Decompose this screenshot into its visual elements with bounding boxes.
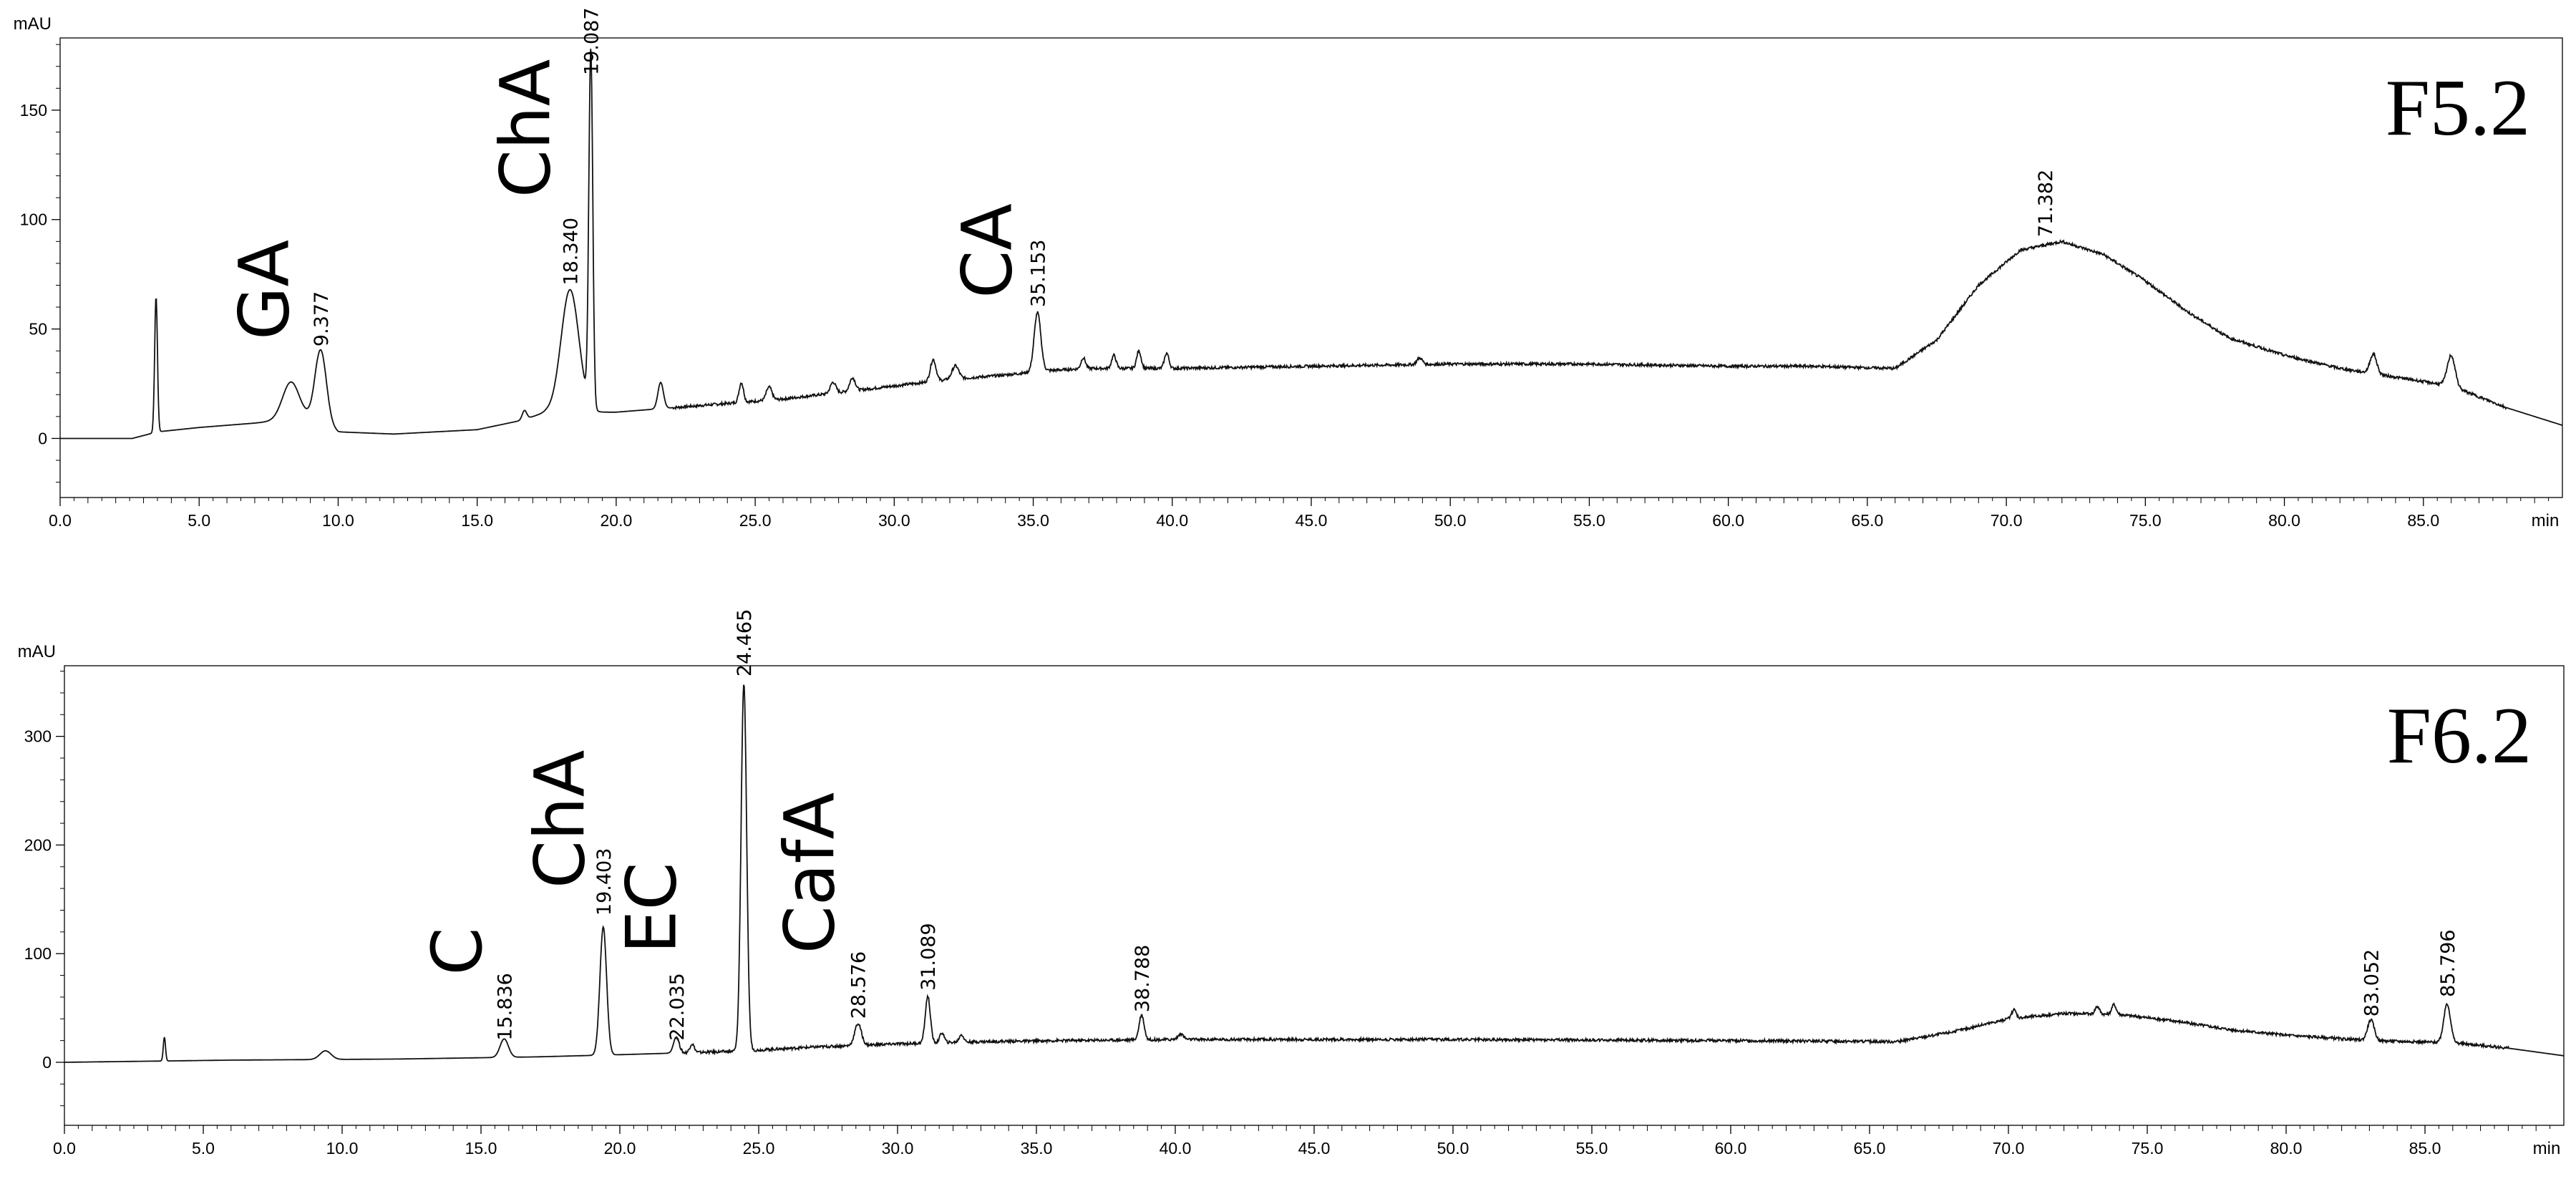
x-tick-label: 40.0 <box>1160 1139 1192 1158</box>
x-tick-label: 35.0 <box>1017 511 1049 530</box>
chromatogram-trace-f6-2 <box>64 684 2565 1063</box>
plot-frame <box>64 665 2565 1126</box>
panel-title: F6.2 <box>2387 692 2532 780</box>
x-tick-label: 65.0 <box>1854 1139 1886 1158</box>
peak-label: 24.465 <box>734 609 756 676</box>
x-tick-label: 30.0 <box>878 511 910 530</box>
x-unit-label: min <box>2532 511 2560 530</box>
x-unit-label: min <box>2533 1139 2561 1158</box>
compound-label: C <box>417 928 497 976</box>
x-tick-label: 15.0 <box>461 511 493 530</box>
x-tick-label: 65.0 <box>1852 511 1884 530</box>
x-tick-label: 0.0 <box>53 1139 76 1158</box>
x-tick-label: 75.0 <box>2132 1139 2164 1158</box>
x-tick-label: 80.0 <box>2268 511 2300 530</box>
x-tick-label: 55.0 <box>1573 511 1605 530</box>
y-tick-label: 150 <box>20 101 47 120</box>
x-tick-label: 20.0 <box>604 1139 636 1158</box>
x-tick-label: 60.0 <box>1715 1139 1747 1158</box>
y-tick-label: 100 <box>24 944 52 963</box>
x-tick-label: 5.0 <box>192 1139 215 1158</box>
chart-panel-f6-2: 0.0 5.0 10.0 15.0 20.0 25.0 30.0 35.0 40.0 45.0 50… <box>18 609 2565 1158</box>
peak-label: 15.836 <box>494 973 516 1040</box>
y-unit-label: mAU <box>14 14 52 34</box>
y-tick-label: 300 <box>24 727 52 746</box>
peak-label: 71.382 <box>2035 170 2057 237</box>
x-tick-label: 80.0 <box>2270 1139 2303 1158</box>
chart-panel-f5-2: 0.0 5.0 10.0 15.0 20.0 25.0 30.0 35.0 40.0 45.0 50… <box>14 7 2563 530</box>
x-tick-label: 25.0 <box>743 1139 775 1158</box>
plot-frame <box>59 37 2563 498</box>
peak-label: 9.377 <box>311 291 333 346</box>
peak-label: 28.576 <box>848 951 870 1019</box>
x-tick-label: 70.0 <box>1993 1139 2025 1158</box>
peak-label: 83.052 <box>2361 949 2383 1017</box>
x-tick-label: 85.0 <box>2407 511 2439 530</box>
x-tick-label: 70.0 <box>1991 511 2023 530</box>
x-tick-label: 85.0 <box>2409 1139 2441 1158</box>
x-tick-label: 45.0 <box>1298 1139 1331 1158</box>
compound-label: EC <box>612 863 692 954</box>
x-tick-label: 45.0 <box>1296 511 1328 530</box>
x-tick-label: 25.0 <box>739 511 772 530</box>
x-tick-label: 30.0 <box>882 1139 914 1158</box>
y-tick-label: 200 <box>24 835 52 854</box>
x-tick-label: 60.0 <box>1712 511 1744 530</box>
compound-label: CA <box>947 203 1027 299</box>
y-tick-label: 0 <box>42 1053 52 1072</box>
x-tick-label: 50.0 <box>1434 511 1467 530</box>
x-tick-label: 50.0 <box>1437 1139 1469 1158</box>
compound-label: GA <box>225 240 305 340</box>
peak-label: 85.796 <box>2437 929 2459 996</box>
compound-label: ChA <box>486 59 566 198</box>
x-tick-label: 15.0 <box>465 1139 497 1158</box>
peak-label: 38.788 <box>1132 945 1154 1012</box>
y-tick-label: 50 <box>29 320 47 339</box>
peak-label: 19.403 <box>593 848 616 916</box>
y-unit-label: mAU <box>18 642 56 661</box>
x-tick-label: 5.0 <box>188 511 210 530</box>
peak-label: 35.153 <box>1027 240 1049 307</box>
peak-label: 22.035 <box>666 973 689 1040</box>
x-tick-label: 10.0 <box>326 1139 359 1158</box>
x-tick-label: 20.0 <box>601 511 633 530</box>
peak-label: 19.087 <box>580 7 603 74</box>
peak-label: 31.089 <box>918 923 940 990</box>
compound-label: CafA <box>770 792 850 954</box>
y-tick-label: 0 <box>38 429 47 447</box>
x-tick-label: 35.0 <box>1021 1139 1053 1158</box>
panel-title: F5.2 <box>2386 64 2530 152</box>
x-tick-label: 55.0 <box>1576 1139 1608 1158</box>
x-tick-label: 0.0 <box>49 511 72 530</box>
x-tick-label: 75.0 <box>2129 511 2162 530</box>
y-tick-label: 100 <box>20 210 47 229</box>
x-tick-label: 40.0 <box>1156 511 1188 530</box>
peak-label: 18.340 <box>560 218 582 285</box>
compound-label: ChA <box>520 750 601 889</box>
chromatogram-trace-f5-2 <box>60 49 2563 440</box>
x-tick-label: 10.0 <box>322 511 354 530</box>
